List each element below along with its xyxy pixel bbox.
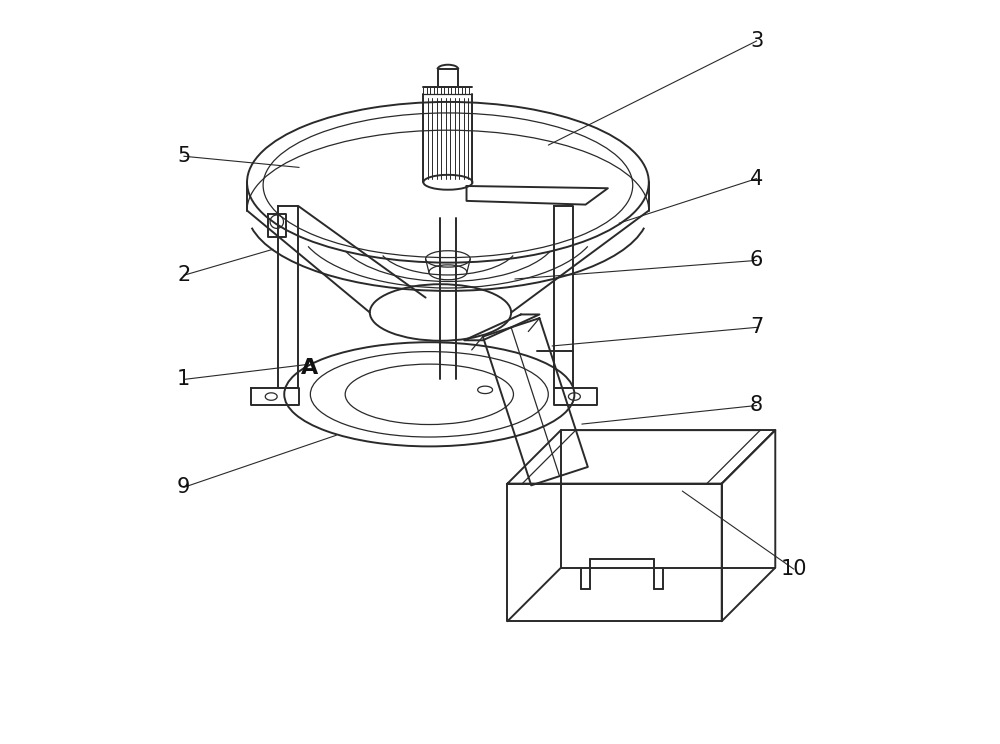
- Text: 4: 4: [750, 169, 763, 188]
- Text: 1: 1: [177, 370, 190, 389]
- Text: 6: 6: [750, 251, 763, 270]
- Text: 2: 2: [177, 266, 190, 285]
- Text: 5: 5: [177, 147, 190, 166]
- Text: 8: 8: [750, 396, 763, 415]
- Text: 10: 10: [781, 559, 807, 579]
- Text: 3: 3: [750, 31, 763, 51]
- Text: A: A: [300, 359, 318, 378]
- Text: 7: 7: [750, 318, 763, 337]
- Text: 9: 9: [177, 478, 190, 497]
